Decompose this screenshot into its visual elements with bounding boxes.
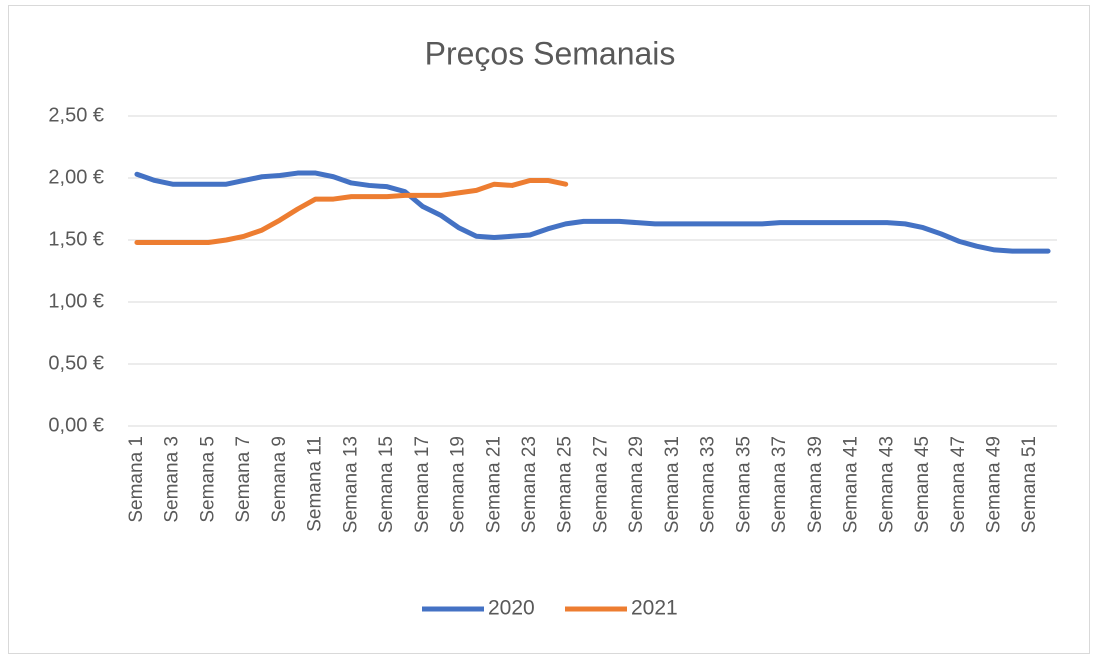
- x-tick-label: Semana 41: [841, 436, 862, 533]
- x-tick-label: Semana 5: [197, 436, 218, 523]
- x-tick-label: Semana 35: [733, 436, 754, 533]
- legend-label: 2021: [631, 597, 678, 620]
- x-tick-label: Semana 15: [376, 436, 397, 533]
- y-tick-label: 2,50 €: [48, 104, 104, 126]
- legend-label: 2020: [488, 597, 535, 620]
- x-tick-label: Semana 7: [233, 436, 254, 523]
- y-tick-label: 2,00 €: [48, 166, 104, 188]
- y-tick-label: 1,00 €: [48, 290, 104, 312]
- y-tick-label: 0,50 €: [48, 352, 104, 374]
- x-tick-label: Semana 33: [698, 436, 719, 533]
- x-tick-label: Semana 43: [876, 436, 897, 533]
- x-tick-label: Semana 31: [662, 436, 683, 533]
- series-line: [134, 170, 1051, 254]
- x-tick-label: Semana 47: [948, 436, 969, 533]
- x-tick-label: Semana 1: [126, 436, 147, 523]
- x-tick-label: Semana 45: [912, 436, 933, 533]
- x-tick-label: Semana 21: [483, 436, 504, 533]
- x-tick-label: Semana 49: [983, 436, 1004, 533]
- x-tick-label: Semana 17: [412, 436, 433, 533]
- x-tick-label: Semana 37: [769, 436, 790, 533]
- x-tick-label: Semana 25: [555, 436, 576, 533]
- chart-border: [8, 5, 1090, 654]
- y-tick-label: 0,00 €: [48, 414, 104, 436]
- x-tick-label: Semana 9: [269, 436, 290, 523]
- y-tick-label: 1,50 €: [48, 228, 104, 250]
- x-tick-label: Semana 3: [162, 436, 183, 523]
- x-tick-label: Semana 27: [590, 436, 611, 533]
- x-tick-label: Semana 39: [805, 436, 826, 533]
- x-tick-label: Semana 19: [448, 436, 469, 533]
- x-tick-label: Semana 23: [519, 436, 540, 533]
- series-line: [134, 177, 569, 245]
- x-tick-label: Semana 11: [305, 436, 326, 532]
- x-tick-label: Semana 29: [626, 436, 647, 533]
- x-tick-label: Semana 13: [340, 436, 361, 533]
- x-tick-label: Semana 51: [1019, 436, 1040, 533]
- chart-title: Preços Semanais: [425, 35, 676, 71]
